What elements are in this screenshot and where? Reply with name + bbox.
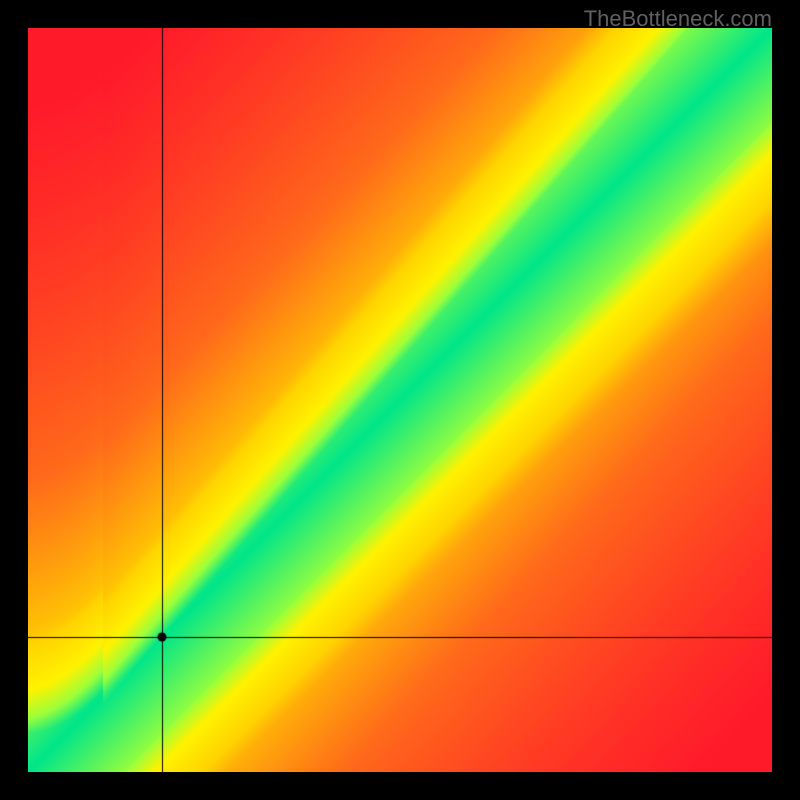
heatmap-canvas [28, 28, 772, 772]
watermark-text: TheBottleneck.com [584, 6, 772, 32]
bottleneck-heatmap [28, 28, 772, 772]
